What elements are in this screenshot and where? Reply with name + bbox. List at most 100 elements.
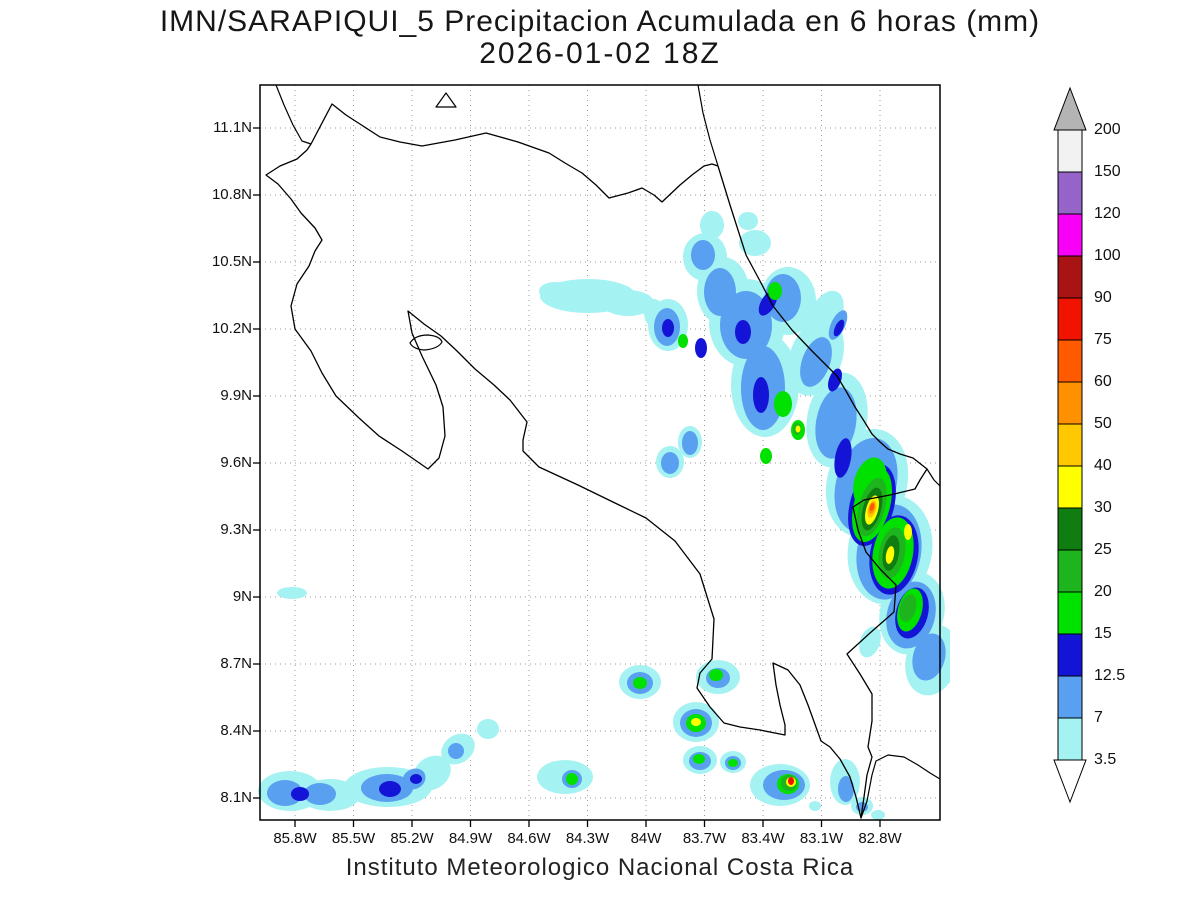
precip-cell bbox=[691, 240, 715, 270]
colorbar-tick-label: 50 bbox=[1094, 415, 1112, 432]
colorbar-tick-label: 60 bbox=[1094, 373, 1112, 390]
precip-cell bbox=[795, 425, 801, 433]
precip-cell bbox=[904, 524, 912, 540]
lat-axis-label: 10.8N bbox=[211, 186, 252, 203]
lon-axis-label: 83.1W bbox=[799, 830, 844, 847]
lat-axis-label: 9.9N bbox=[220, 387, 252, 404]
precip-cell bbox=[912, 633, 946, 681]
precip-cell bbox=[662, 319, 674, 337]
precip-cell bbox=[739, 230, 771, 256]
precip-cell bbox=[838, 776, 854, 802]
lat-axis-label: 9.6N bbox=[220, 454, 252, 471]
colorbar bbox=[1053, 86, 1087, 804]
footer-institution: Instituto Meteorologico Nacional Costa R… bbox=[345, 854, 855, 881]
precip-cell bbox=[800, 337, 832, 387]
colorbar-segment bbox=[1057, 717, 1083, 761]
map-plot-area bbox=[258, 84, 950, 821]
precip-cell bbox=[291, 787, 309, 801]
colorbar-tick-label: 200 bbox=[1094, 121, 1121, 138]
precip-cell bbox=[871, 810, 885, 820]
precip-cell bbox=[788, 777, 794, 785]
plot-title: IMN/SARAPIQUI_5 Precipitacion Acumulada … bbox=[159, 5, 1041, 38]
colorbar-segment bbox=[1057, 213, 1083, 257]
colorbar-arrow-top bbox=[1053, 86, 1087, 131]
colorbar-segment bbox=[1057, 633, 1083, 677]
colorbar-tick-label: 90 bbox=[1094, 289, 1112, 306]
costa-rica-outline bbox=[265, 103, 928, 819]
precip-cell bbox=[859, 626, 881, 658]
colorbar-segment bbox=[1057, 423, 1083, 467]
precip-cell bbox=[379, 781, 401, 797]
colorbar-tick-label: 3.5 bbox=[1094, 751, 1117, 768]
precip-cell bbox=[760, 448, 772, 464]
precip-cell bbox=[728, 759, 738, 767]
colorbar-segment bbox=[1057, 675, 1083, 719]
precip-cell bbox=[700, 211, 724, 239]
lat-axis-label: 8.4N bbox=[220, 722, 252, 739]
colorbar-segment bbox=[1057, 549, 1083, 593]
colorbar-tick-label: 20 bbox=[1094, 583, 1112, 600]
lon-axis-label: 82.8W bbox=[858, 830, 902, 847]
colorbar-arrow-bottom bbox=[1053, 759, 1087, 804]
lon-axis-label: 84.9W bbox=[448, 830, 493, 847]
precip-cell bbox=[833, 319, 845, 337]
precip-cell bbox=[633, 677, 647, 689]
map-frame bbox=[259, 84, 941, 821]
plot-datetime: 2026-01-02 18Z bbox=[479, 37, 721, 70]
lat-axis-label: 11.1N bbox=[213, 119, 252, 136]
precip-cell bbox=[709, 669, 723, 681]
precip-cell bbox=[753, 377, 769, 413]
lat-axis-label: 10.2N bbox=[211, 320, 252, 337]
lon-axis-label: 84.6W bbox=[507, 830, 551, 847]
lat-axis-label: 10.5N bbox=[211, 253, 252, 270]
colorbar-segment bbox=[1057, 339, 1083, 383]
colorbar-tick-label: 150 bbox=[1094, 163, 1121, 180]
precip-cell bbox=[809, 801, 821, 811]
colorbar-tick-label: 7 bbox=[1094, 709, 1103, 726]
precipitation-map bbox=[253, 84, 950, 827]
precip-cell bbox=[899, 594, 917, 622]
colorbar-segment bbox=[1057, 129, 1083, 173]
precip-cell bbox=[661, 452, 679, 474]
colorbar-segment bbox=[1057, 381, 1083, 425]
colorbar-tick-label: 15 bbox=[1094, 625, 1112, 642]
precip-cell bbox=[277, 587, 307, 599]
colorbar-tick-label: 30 bbox=[1094, 499, 1112, 516]
lat-axis-label: 8.1N bbox=[220, 789, 252, 806]
coastline-segment bbox=[860, 754, 941, 819]
coastline-segment bbox=[275, 84, 312, 145]
colorbar-tick-label: 75 bbox=[1094, 331, 1112, 348]
colorbar-tick-label: 25 bbox=[1094, 541, 1112, 558]
precip-cell bbox=[410, 774, 422, 784]
colorbar-segment bbox=[1057, 297, 1083, 341]
precip-cell bbox=[695, 338, 707, 358]
lon-axis-label: 85.2W bbox=[390, 830, 434, 847]
precip-cell bbox=[869, 503, 875, 511]
colorbar-segment bbox=[1057, 465, 1083, 509]
precip-cell bbox=[691, 718, 701, 726]
coastline-segment bbox=[435, 92, 457, 108]
precip-cell bbox=[539, 282, 571, 300]
colorbar-segment bbox=[1057, 171, 1083, 215]
coastline-segment bbox=[697, 84, 719, 167]
colorbar-segment bbox=[1057, 507, 1083, 551]
precip-cell bbox=[735, 320, 751, 344]
lat-axis-label: 9N bbox=[232, 588, 252, 605]
precip-cell bbox=[828, 368, 842, 392]
colorbar-segment bbox=[1057, 255, 1083, 299]
lon-axis-label: 84W bbox=[630, 830, 662, 847]
precip-cell bbox=[602, 290, 654, 316]
colorbar-segment bbox=[1057, 591, 1083, 635]
lon-axis-label: 85.8W bbox=[273, 830, 317, 847]
precip-cell bbox=[448, 743, 464, 759]
lat-axis-label: 8.7N bbox=[220, 655, 252, 672]
precip-cell bbox=[768, 282, 782, 300]
colorbar-tick-label: 120 bbox=[1094, 205, 1121, 222]
precip-cell bbox=[693, 754, 705, 764]
colorbar-tick-label: 40 bbox=[1094, 457, 1112, 474]
precip-cell bbox=[834, 438, 852, 478]
lon-axis-label: 85.5W bbox=[331, 830, 376, 847]
precip-cell bbox=[774, 391, 792, 417]
lat-axis-label: 9.3N bbox=[220, 521, 252, 538]
